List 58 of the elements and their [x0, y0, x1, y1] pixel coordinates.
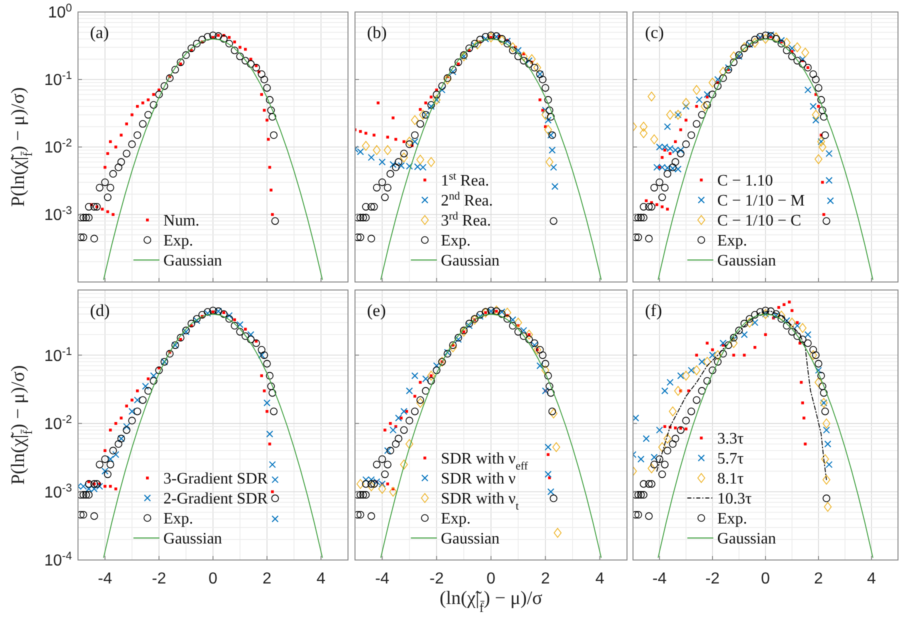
annotation: (a) [90, 23, 109, 42]
legend-label: Gaussian [163, 530, 222, 548]
y-tick-label: 10$^{-1}$ [44, 346, 72, 365]
annotation: (c) [645, 23, 664, 42]
legend-label: Gaussian [163, 252, 222, 270]
legend-label: 3-Gradient SDR [163, 470, 268, 488]
annotation: (e) [367, 301, 386, 320]
x-tick-label: 2 [540, 570, 550, 588]
annotation: (b) [367, 23, 387, 42]
legend-label: 1$^{st}$ Rea. [440, 170, 490, 190]
legend-label: 2$^{nd}$ Rea. [440, 190, 493, 210]
annotation: (d) [90, 301, 110, 320]
x-tick-label: 2 [262, 570, 272, 588]
legend-label: Exp. [717, 510, 748, 528]
x-tick-label: 4 [316, 570, 326, 588]
legend-label: Num. [163, 212, 200, 230]
x-tick-label: -4 [375, 570, 390, 588]
legend-label: Gaussian [440, 252, 500, 270]
x-tick-label: -4 [652, 570, 667, 588]
legend-label: Gaussian [440, 530, 500, 548]
x-tick-label: 0 [486, 570, 496, 588]
y-tick-label: 10$^{0}$ [48, 2, 72, 22]
legend-label: SDR with ν$_{t}$ [440, 490, 520, 513]
legend-label: Exp. [163, 232, 194, 250]
legend-label: 10.3τ [717, 490, 752, 508]
x-tick-label: -2 [429, 570, 444, 588]
legend-label: 8.1τ [717, 470, 744, 488]
legend-label: Exp. [717, 232, 748, 250]
x-tick-label: 0 [208, 570, 218, 588]
y-tick-label: 10$^{-2}$ [44, 138, 72, 157]
legend-label: SDR with ν$_{eff}$ [440, 450, 528, 473]
legend-label: C − 1.10 [717, 172, 774, 190]
legend-label: SDR with ν [440, 470, 516, 488]
y-tick-label: 10$^{-3}$ [44, 205, 72, 224]
legend-label: 2-Gradient SDR [163, 490, 268, 508]
y-tick-label: 10$^{-2}$ [44, 414, 72, 434]
legend-label: Exp. [440, 232, 471, 250]
x-tick-label: -4 [98, 570, 112, 588]
y-tick-label: 10$^{-1}$ [44, 70, 72, 90]
x-tick-label: 4 [867, 570, 876, 588]
legend-label: C − 1/10 − C [717, 212, 802, 230]
y-tick-label: 10$^{-4}$ [44, 550, 72, 570]
x-tick-label: 2 [814, 570, 824, 588]
annotation: (f) [645, 301, 662, 320]
y-tick-label: 10$^{-3}$ [44, 482, 72, 502]
x-tick-label: 4 [595, 570, 604, 588]
legend-label: Exp. [163, 510, 194, 528]
x-tick-label: 0 [761, 570, 770, 588]
legend-label: Exp. [440, 510, 471, 528]
legend-label: C − 1/10 − M [717, 192, 805, 210]
legend-label: 3.3τ [717, 430, 744, 448]
legend-label: Gaussian [717, 530, 776, 548]
legend-label: 3$^{rd}$ Rea. [440, 210, 492, 230]
legend-label: 5.7τ [717, 450, 744, 468]
legend-label: Gaussian [717, 252, 776, 270]
x-tick-label: -2 [705, 570, 720, 588]
x-axis-title: (ln(χ̃|$_{f̄}$) − μ)/σ [440, 588, 542, 614]
x-tick-label: -2 [152, 570, 166, 588]
